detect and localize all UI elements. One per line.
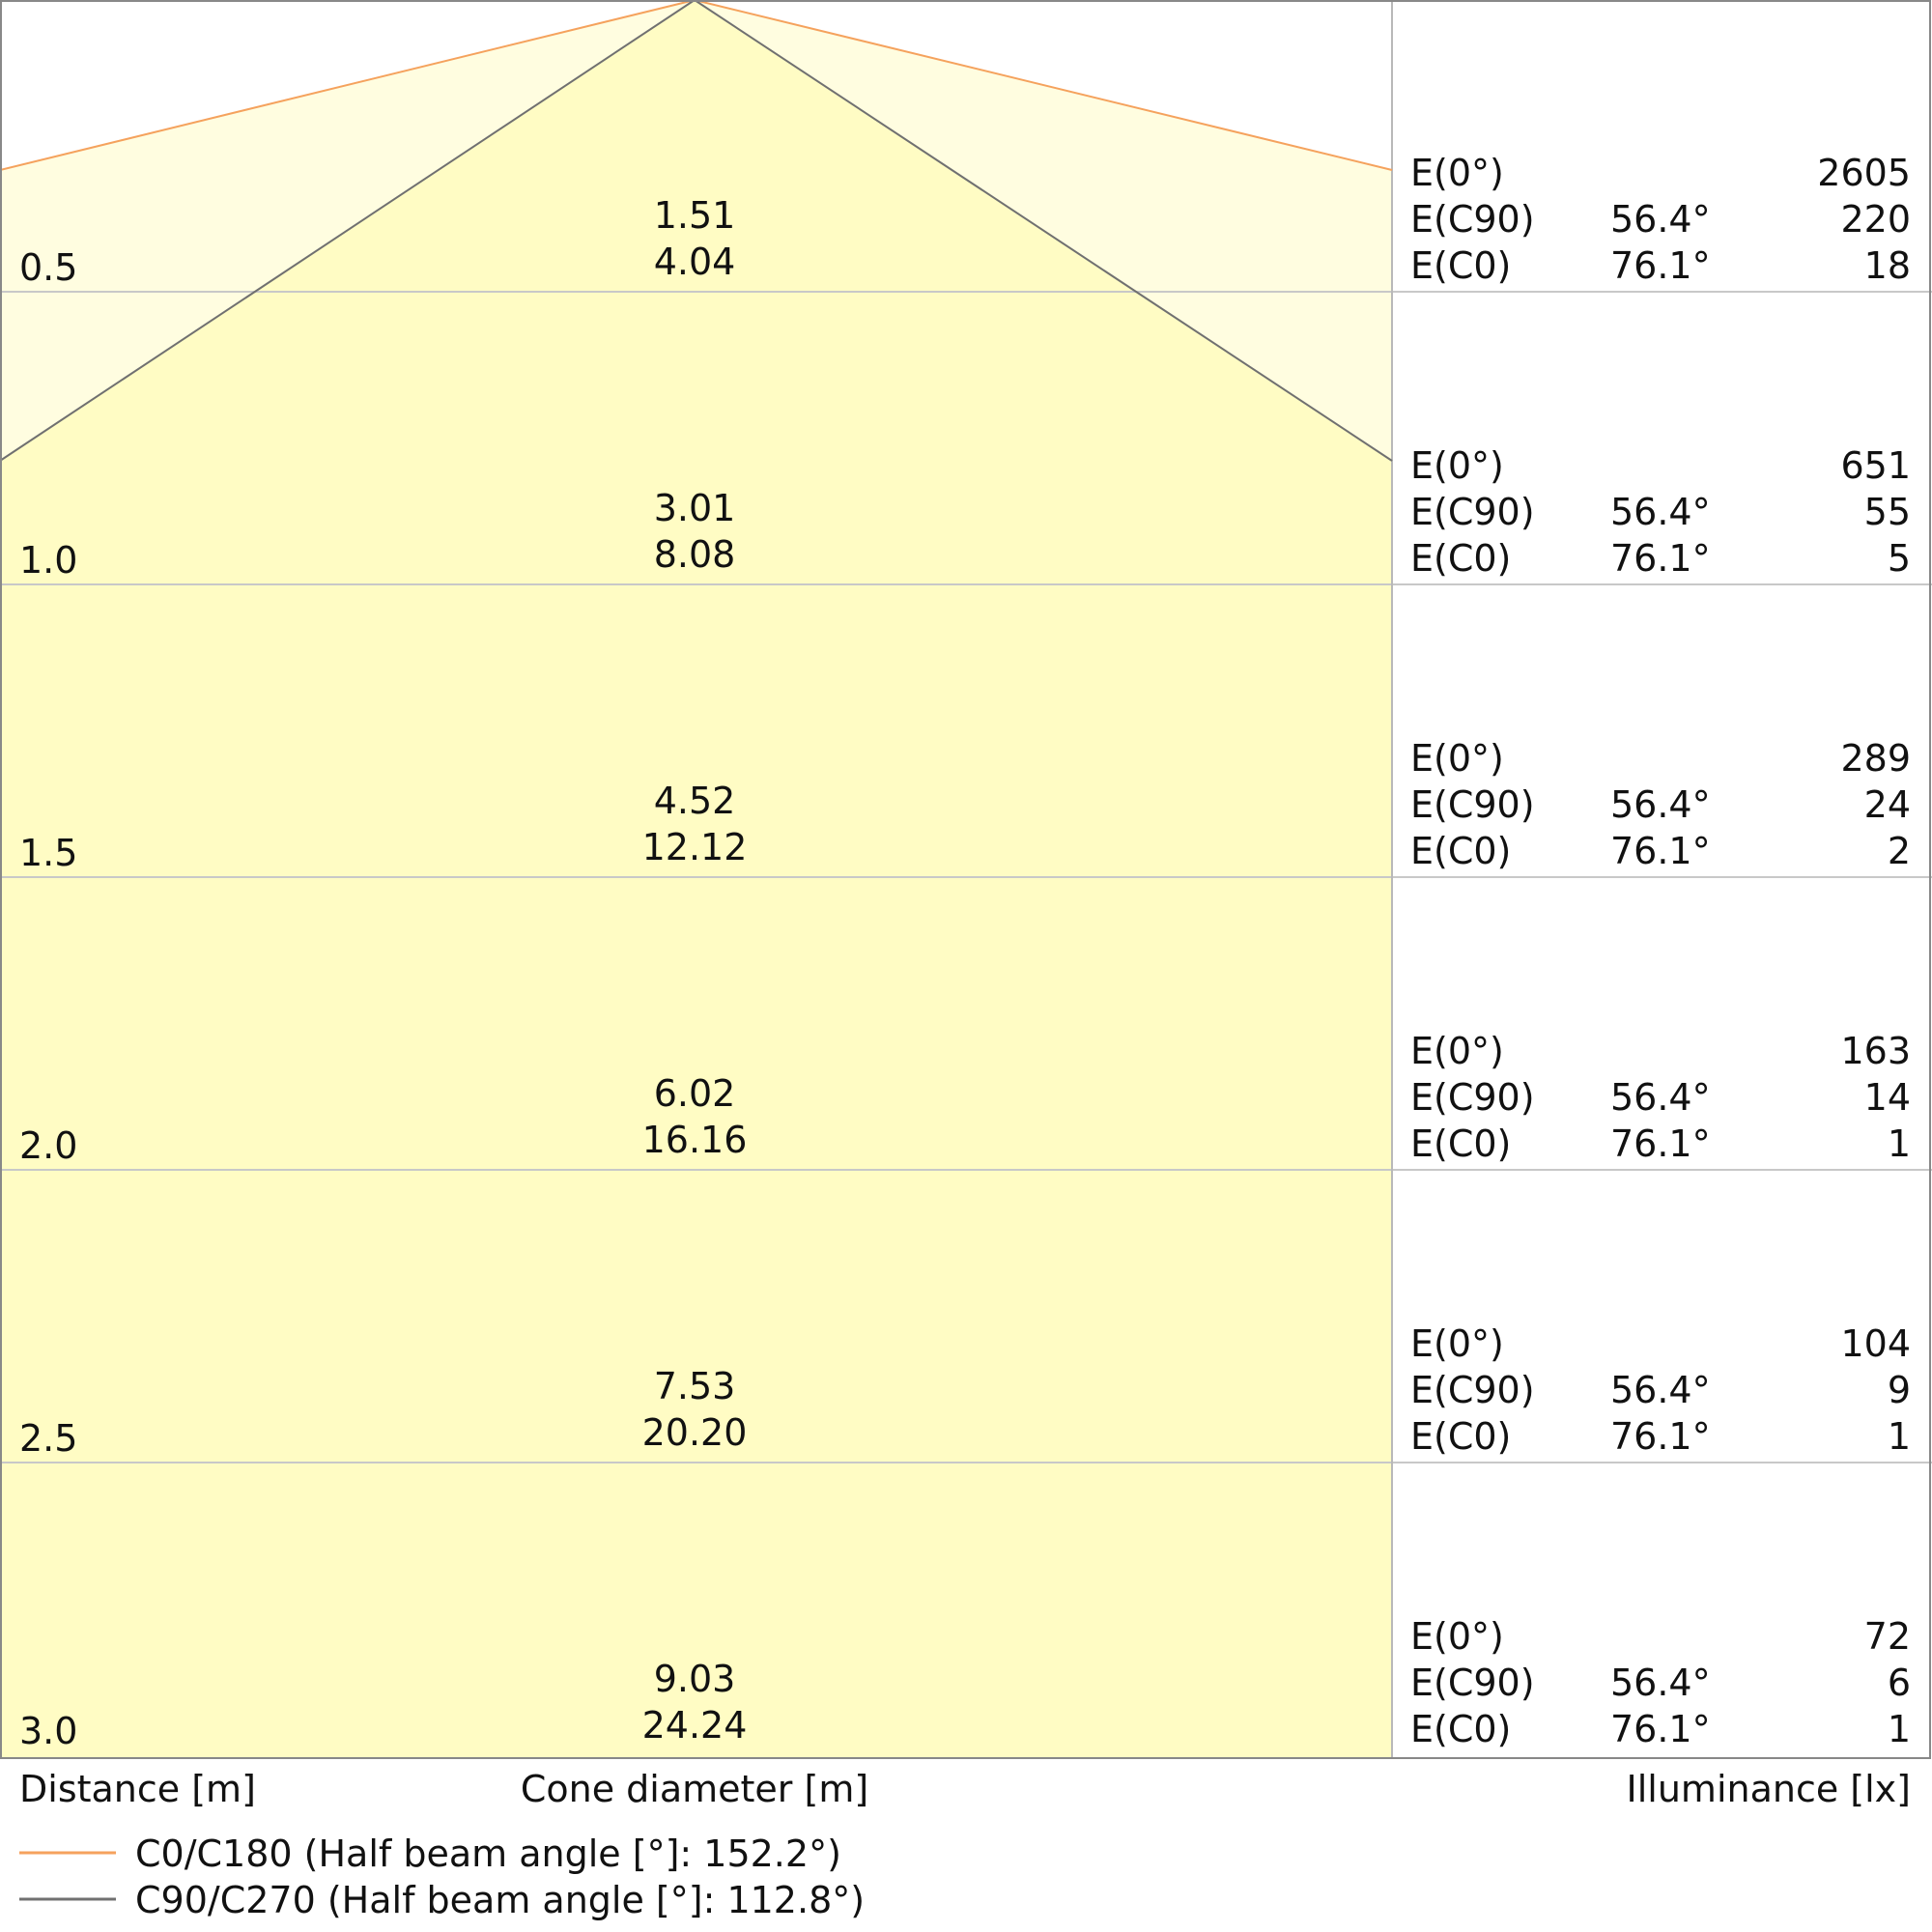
ec90-value: 14	[1864, 1076, 1911, 1119]
ec90-label: E(C90)	[1410, 1662, 1535, 1704]
c90-angle: 56.4°	[1610, 491, 1711, 533]
illuminance-axis-label: Illuminance [lx]	[1627, 1768, 1911, 1810]
distance-label: 1.5	[19, 832, 77, 874]
ec0-value: 1	[1888, 1415, 1911, 1458]
table-row: 1.0 3.018.08 E(0°)E(C90)E(C0) 56.4°76.1° 651…	[0, 444, 1932, 585]
ec0-value: 5	[1888, 537, 1911, 580]
e0-value: 289	[1840, 737, 1911, 780]
ec0-value: 18	[1864, 244, 1911, 287]
c90-c270-beam-line	[0, 0, 1393, 462]
cone-diameter-c0: 20.20	[642, 1411, 748, 1454]
distance-label: 2.5	[19, 1417, 77, 1460]
cone-diameter-c0: 8.08	[654, 533, 736, 576]
cone-diameter-c90: 9.03	[654, 1658, 736, 1700]
ec90-value: 220	[1840, 198, 1911, 241]
ec0-label: E(C0)	[1410, 244, 1511, 287]
ec90-value: 6	[1888, 1662, 1911, 1704]
e0-value: 651	[1840, 444, 1911, 487]
e0-label: E(0°)	[1410, 444, 1504, 487]
ec0-label: E(C0)	[1410, 1415, 1511, 1458]
cone-diameter-c90: 6.02	[654, 1072, 736, 1115]
c90-angle: 56.4°	[1610, 198, 1711, 241]
ec90-value: 55	[1864, 491, 1911, 533]
table-row: 0.5 1.514.04 E(0°)E(C90)E(C0) 56.4°76.1° 260…	[0, 152, 1932, 293]
c0-angle: 76.1°	[1610, 830, 1711, 872]
c0-angle: 76.1°	[1610, 537, 1711, 580]
ec90-label: E(C90)	[1410, 491, 1535, 533]
distance-axis-label: Distance [m]	[19, 1768, 256, 1810]
cone-diameter-c0: 12.12	[642, 826, 748, 868]
e0-value: 104	[1840, 1322, 1911, 1365]
chart-frame	[0, 0, 1931, 1759]
legend-label-c0: C0/C180 (Half beam angle [°]: 152.2°)	[135, 1833, 841, 1875]
e0-value: 72	[1864, 1615, 1911, 1658]
ec0-value: 2	[1888, 830, 1911, 872]
cone-diameter-axis-label: Cone diameter [m]	[521, 1768, 868, 1810]
ec90-value: 9	[1888, 1369, 1911, 1411]
c0-c180-beam-line	[0, 0, 1393, 171]
ec90-label: E(C90)	[1410, 783, 1535, 826]
ec90-label: E(C90)	[1410, 1369, 1535, 1411]
legend-label-c90: C90/C270 (Half beam angle [°]: 112.8°)	[135, 1879, 865, 1921]
c0-angle: 76.1°	[1610, 1415, 1711, 1458]
ec90-value: 24	[1864, 783, 1911, 826]
cone-diameter-c0: 24.24	[642, 1704, 748, 1747]
c90-angle: 56.4°	[1610, 1076, 1711, 1119]
ec0-label: E(C0)	[1410, 537, 1511, 580]
cone-diameter-c0: 4.04	[654, 241, 736, 283]
c90-angle: 56.4°	[1610, 1662, 1711, 1704]
ec0-value: 1	[1888, 1708, 1911, 1750]
c90-angle: 56.4°	[1610, 1369, 1711, 1411]
cone-diameter-c90: 7.53	[654, 1365, 736, 1407]
e0-label: E(0°)	[1410, 1322, 1504, 1365]
c90-angle: 56.4°	[1610, 783, 1711, 826]
e0-label: E(0°)	[1410, 152, 1504, 194]
c90-cone-fill	[0, 0, 1392, 1758]
e0-label: E(0°)	[1410, 737, 1504, 780]
e0-label: E(0°)	[1410, 1030, 1504, 1072]
ec0-label: E(C0)	[1410, 830, 1511, 872]
cone-diameter-c90: 4.52	[654, 780, 736, 822]
cone-diameter-c0: 16.16	[642, 1119, 748, 1161]
ec90-label: E(C90)	[1410, 198, 1535, 241]
ec90-label: E(C90)	[1410, 1076, 1535, 1119]
distance-label: 3.0	[19, 1710, 77, 1752]
ec0-label: E(C0)	[1410, 1122, 1511, 1165]
distance-label: 1.0	[19, 539, 77, 582]
cone-diameter-c90: 1.51	[654, 194, 736, 237]
c0-angle: 76.1°	[1610, 1122, 1711, 1165]
c0-angle: 76.1°	[1610, 1708, 1711, 1750]
e0-value: 163	[1840, 1030, 1911, 1072]
distance-label: 0.5	[19, 246, 77, 289]
cone-diameter-c90: 3.01	[654, 487, 736, 529]
e0-value: 2605	[1817, 152, 1911, 194]
e0-label: E(0°)	[1410, 1615, 1504, 1658]
ec0-label: E(C0)	[1410, 1708, 1511, 1750]
ec0-value: 1	[1888, 1122, 1911, 1165]
c0-angle: 76.1°	[1610, 244, 1711, 287]
distance-label: 2.0	[19, 1124, 77, 1167]
